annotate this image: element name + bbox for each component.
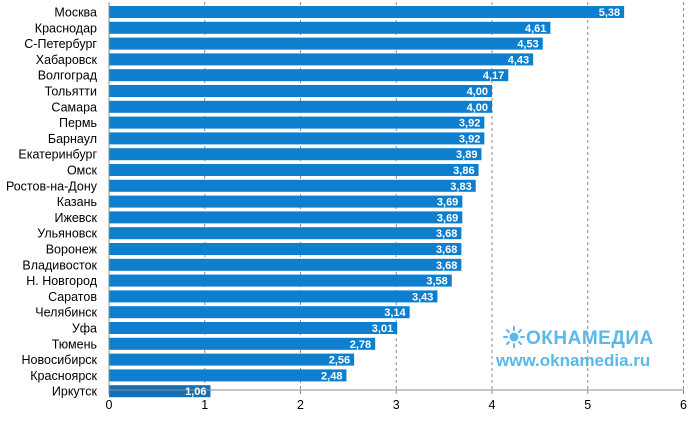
bar <box>109 116 485 129</box>
category-label: Саратов <box>48 290 97 304</box>
category-label: Тюмень <box>52 337 97 351</box>
category-label: Воронеж <box>46 243 98 257</box>
bar <box>109 69 509 82</box>
bar <box>109 195 463 208</box>
category-label: Иркутск <box>52 385 98 399</box>
category-label: Самара <box>51 100 97 114</box>
value-label: 2,78 <box>350 339 371 351</box>
value-label: 5,38 <box>599 7 620 19</box>
bar <box>109 179 476 192</box>
bar <box>109 164 479 176</box>
bar <box>109 227 462 240</box>
value-label: 3,68 <box>436 260 457 272</box>
bar <box>109 132 485 145</box>
bar <box>109 337 376 350</box>
value-label: 4,00 <box>467 102 488 114</box>
bar <box>109 290 438 303</box>
value-label: 4,00 <box>467 86 488 98</box>
category-label: Н. Новгород <box>26 274 97 288</box>
category-label: Уфа <box>72 322 97 336</box>
bar <box>109 353 355 366</box>
bar <box>109 369 347 382</box>
value-label: 3,92 <box>459 133 480 145</box>
value-label: 1,06 <box>185 386 206 398</box>
category-label: Москва <box>54 6 97 20</box>
watermark-brand: ОКНАМЕДИА <box>526 328 654 349</box>
value-label: 4,53 <box>517 39 538 51</box>
bar <box>109 6 625 18</box>
category-label: Краснодар <box>35 21 97 35</box>
category-label: Ульяновск <box>37 227 97 241</box>
value-label: 4,43 <box>508 54 529 66</box>
bar <box>109 148 482 161</box>
sun-icon <box>503 326 525 348</box>
x-tick-label: 0 <box>106 398 113 412</box>
bar <box>109 53 534 66</box>
category-label: Красноярск <box>30 369 97 383</box>
value-label: 3,14 <box>384 307 406 319</box>
x-tick-label: 5 <box>584 398 591 412</box>
x-tick-label: 3 <box>393 398 400 412</box>
category-label: Барнаул <box>48 132 97 146</box>
x-tick-label: 2 <box>297 398 304 412</box>
bar <box>109 306 410 319</box>
bar <box>109 243 462 255</box>
category-label: Омск <box>67 164 98 178</box>
category-label: Екатеринбург <box>18 148 97 162</box>
category-label: Волгоград <box>38 69 98 83</box>
category-label: Хабаровск <box>36 53 98 67</box>
bar <box>109 21 551 34</box>
category-label: С-Петербург <box>24 37 97 51</box>
bars <box>109 6 625 398</box>
watermark: ОКНАМЕДИА www.oknamedia.ru <box>495 326 654 370</box>
x-tick-label: 4 <box>489 398 496 412</box>
bar <box>109 37 543 50</box>
value-label: 3,43 <box>412 291 433 303</box>
bar <box>109 385 211 398</box>
bar <box>109 211 463 224</box>
x-tick-label: 6 <box>680 398 687 412</box>
category-label: Новосибирск <box>22 353 98 367</box>
value-label: 3,92 <box>459 118 480 130</box>
value-label: 3,86 <box>453 165 474 177</box>
value-labels: 5,38 4,61 4,53 4,43 4,17 4,00 4,00 3,92 3,92 3,89… <box>185 7 620 398</box>
bar <box>109 322 398 334</box>
category-label: Казань <box>57 195 97 209</box>
category-label: Челябинск <box>35 306 97 320</box>
value-label: 3,58 <box>426 276 447 288</box>
category-label: Ижевск <box>54 211 97 225</box>
x-tick-label: 1 <box>201 398 208 412</box>
x-axis: 0 1 2 3 4 5 6 <box>106 2 687 412</box>
bar <box>109 258 462 271</box>
category-label: Пермь <box>59 116 97 130</box>
watermark-url: www.oknamedia.ru <box>495 351 650 370</box>
bar <box>109 100 492 113</box>
bar <box>109 85 492 97</box>
value-label: 2,48 <box>321 370 342 382</box>
category-label: Ростов-на-Дону <box>6 179 98 193</box>
value-label: 3,89 <box>456 149 477 161</box>
value-label: 4,17 <box>483 70 504 82</box>
category-label: Владивосток <box>22 258 97 272</box>
value-label: 3,69 <box>437 197 458 209</box>
value-label: 3,68 <box>436 244 457 256</box>
value-label: 3,69 <box>437 212 458 224</box>
value-label: 3,01 <box>372 323 393 335</box>
value-label: 3,83 <box>450 181 471 193</box>
value-label: 4,61 <box>525 23 546 35</box>
value-label: 3,68 <box>436 228 457 240</box>
category-label: Тольятти <box>45 85 97 99</box>
bar <box>109 274 452 287</box>
value-label: 2,56 <box>329 355 350 367</box>
